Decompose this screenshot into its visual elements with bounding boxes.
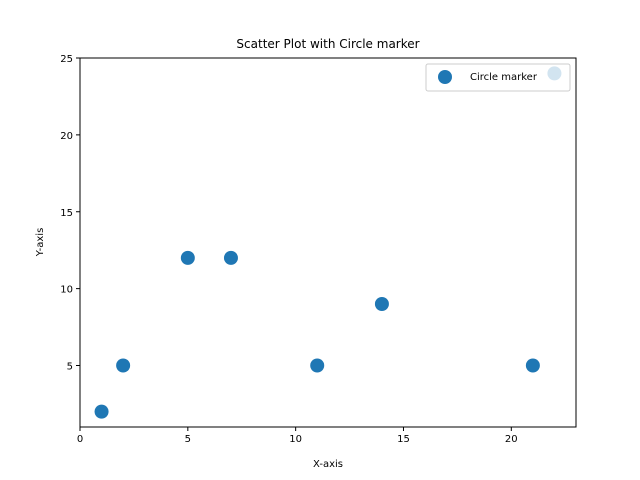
- chart-title: Scatter Plot with Circle marker: [236, 37, 419, 51]
- data-point-0-5: [375, 297, 389, 311]
- x-tick-label: 20: [505, 434, 518, 445]
- data-point-0-3: [224, 251, 238, 265]
- x-tick-label: 0: [77, 434, 83, 445]
- y-tick-label: 25: [60, 54, 73, 65]
- data-point-0-2: [181, 251, 195, 265]
- y-tick-label: 5: [67, 362, 73, 373]
- x-tick-label: 5: [185, 434, 191, 445]
- data-point-0-0: [95, 405, 109, 419]
- data-point-0-6: [526, 359, 540, 373]
- legend-label: Circle marker: [470, 72, 538, 83]
- x-axis-label: X-axis: [313, 459, 343, 470]
- legend-marker: [438, 70, 452, 84]
- y-axis-label: Y-axis: [35, 228, 46, 258]
- y-tick-label: 10: [60, 285, 73, 296]
- data-point-0-4: [310, 359, 324, 373]
- data-point-0-1: [116, 359, 130, 373]
- x-tick-label: 10: [289, 434, 302, 445]
- y-tick-label: 20: [60, 131, 73, 142]
- legend: Circle marker: [426, 64, 570, 91]
- y-tick-label: 15: [60, 208, 73, 219]
- x-tick-label: 15: [397, 434, 410, 445]
